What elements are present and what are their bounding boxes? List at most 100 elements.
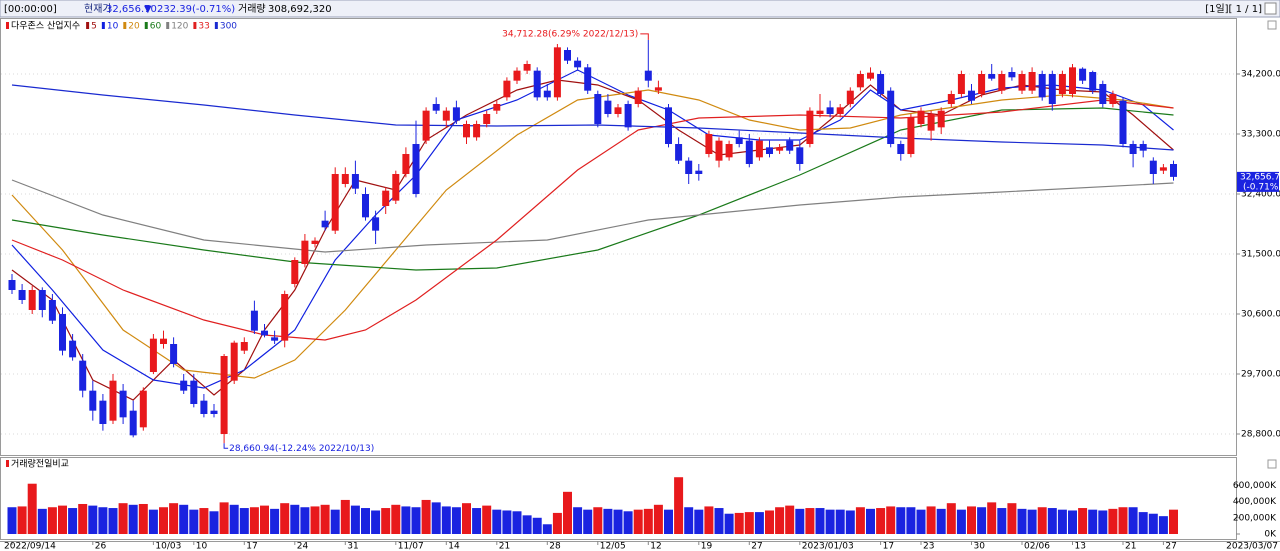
candle-body — [18, 290, 26, 300]
candle-body — [291, 260, 299, 284]
candle-body — [584, 67, 592, 91]
volume-bar — [593, 507, 603, 534]
volume-bar — [411, 507, 421, 534]
volume-bar — [1047, 508, 1057, 534]
volume-bar — [98, 507, 108, 534]
candle-body — [1089, 72, 1097, 91]
x-tick-label: 2022/09/14 — [4, 542, 56, 551]
pager[interactable]: [1일][ 1 / 1] — [1205, 3, 1262, 15]
y-tick-label: 600,000K — [1233, 481, 1277, 491]
volume-bar — [795, 508, 805, 534]
candle-body — [271, 337, 279, 341]
legend-title: 다우존스 산업지수 — [11, 21, 80, 32]
candle-body — [1129, 144, 1137, 154]
candle-body — [261, 330, 268, 336]
x-tick-label: 28 — [549, 542, 561, 551]
legend-swatch — [86, 22, 90, 29]
volume-bar — [401, 506, 411, 534]
x-tick-label: 21 — [499, 542, 510, 551]
x-tick-label: 27 — [751, 542, 762, 551]
candle-body — [937, 110, 945, 128]
annotation: 28,660.94(-12.24% 2022/10/13) — [229, 444, 374, 454]
volume-bar — [967, 506, 976, 534]
volume-bar — [512, 511, 522, 534]
volume-bar — [896, 507, 906, 534]
legend-swatch — [6, 22, 9, 29]
volume-bar — [563, 491, 572, 534]
x-tick-label: 27 — [1165, 542, 1176, 551]
volume-bar — [866, 508, 875, 534]
candle-body — [200, 400, 208, 414]
volume-bar — [754, 512, 764, 534]
close-button[interactable] — [1264, 2, 1277, 15]
candle-body — [351, 174, 359, 189]
candle-body — [1139, 144, 1147, 151]
candle-body — [856, 74, 864, 88]
volume-bar — [118, 503, 128, 534]
volume-bar — [27, 483, 37, 534]
volume-bar — [239, 508, 249, 534]
candle-body — [1079, 68, 1087, 81]
candle-body — [846, 90, 854, 104]
candle-body — [776, 147, 784, 151]
volume-label: 거래량 — [238, 3, 266, 15]
volume-bar — [542, 524, 552, 534]
candle-body — [725, 144, 733, 158]
candle-body — [149, 338, 157, 372]
candle-body — [755, 140, 763, 158]
candle-body — [624, 104, 632, 128]
panel-button[interactable] — [1267, 20, 1277, 30]
volume-bar — [855, 507, 865, 534]
moving-average — [11, 99, 1174, 341]
panel-button[interactable] — [1267, 459, 1277, 469]
volume-bar — [694, 509, 704, 534]
x-tick-label: 19 — [701, 542, 713, 551]
y-tick-label: 200,000K — [1233, 513, 1277, 523]
volume-bar — [189, 509, 199, 534]
last-change: (-0.71%) — [1243, 182, 1280, 192]
candle-body — [927, 114, 935, 131]
volume-bar — [148, 509, 158, 534]
candle-body — [1018, 74, 1026, 91]
volume-bar — [88, 505, 98, 534]
candle-body — [1038, 74, 1046, 98]
volume-bar — [502, 510, 512, 534]
candle-body — [382, 190, 390, 206]
volume-bar — [674, 477, 684, 534]
candle-body — [129, 410, 137, 436]
moving-average — [11, 89, 1174, 379]
time: [00:00:00] — [4, 4, 57, 15]
candle-body — [796, 147, 804, 164]
legend-swatch — [193, 22, 197, 29]
volume: 308,692,320 — [268, 4, 332, 15]
candle-body — [432, 104, 440, 111]
candle-body — [240, 342, 248, 351]
x-tick-label: 11/07 — [398, 542, 424, 551]
candle-body — [139, 390, 147, 428]
volume-bar — [492, 509, 502, 534]
volume-bar — [249, 507, 259, 534]
candle-body — [786, 140, 794, 151]
candle-body — [604, 100, 612, 114]
volume-bar — [47, 507, 57, 534]
volume-bar — [724, 513, 734, 534]
volume-bar — [421, 499, 431, 534]
candle-body — [180, 380, 188, 391]
moving-average — [11, 84, 1174, 151]
volume-bar — [1148, 513, 1158, 534]
candle-body — [513, 70, 521, 81]
volume-bar — [361, 508, 370, 534]
candle-body — [250, 310, 258, 331]
candle-body — [89, 390, 97, 411]
candle-body — [553, 47, 561, 98]
volume-bar — [229, 504, 239, 534]
price: 32,656.70 — [106, 4, 157, 15]
candle-body — [8, 280, 16, 290]
candle-body — [574, 60, 582, 68]
y-tick-label: 28,800.00 — [1241, 430, 1280, 440]
volume-bar — [209, 511, 219, 534]
candle-body — [1028, 72, 1036, 91]
candle-body — [715, 140, 723, 161]
candle-body — [473, 124, 481, 138]
volume-bar — [916, 509, 926, 534]
